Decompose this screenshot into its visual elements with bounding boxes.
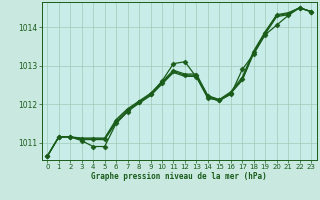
X-axis label: Graphe pression niveau de la mer (hPa): Graphe pression niveau de la mer (hPa) — [91, 172, 267, 181]
